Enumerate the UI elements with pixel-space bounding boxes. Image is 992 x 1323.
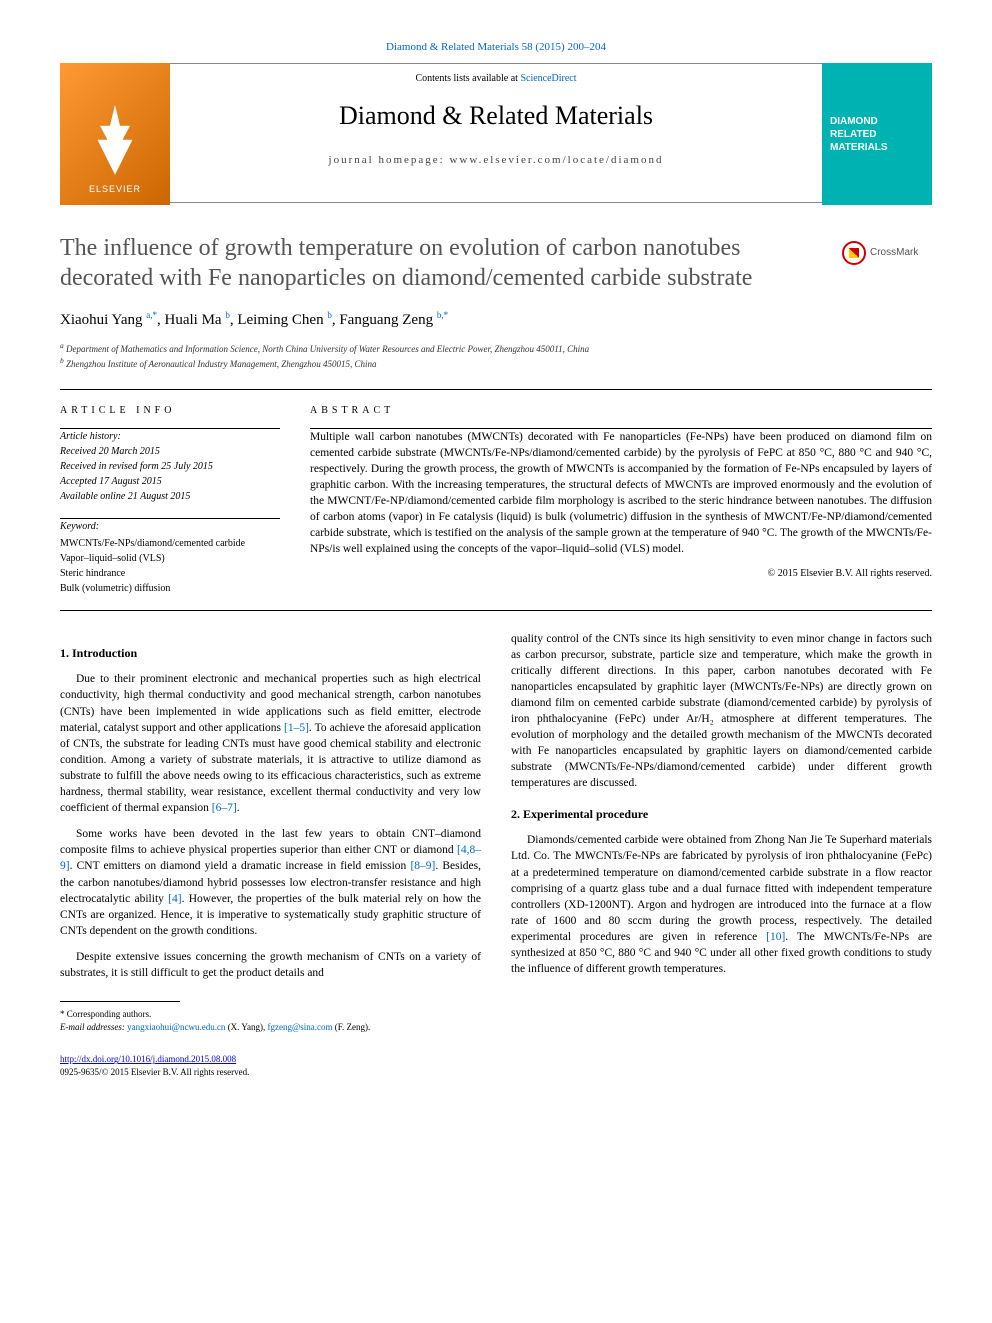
history-online: Available online 21 August 2015	[60, 491, 190, 502]
elsevier-tree-icon	[90, 105, 140, 175]
affiliation-a: a Department of Mathematics and Informat…	[60, 341, 932, 356]
author-list: Xiaohui Yang a,*, Huali Ma b, Leiming Ch…	[60, 309, 932, 331]
history-revised: Received in revised form 25 July 2015	[60, 461, 213, 472]
email-zeng[interactable]: fgzeng@sina.com	[267, 1022, 332, 1032]
corresponding-footnote: * Corresponding authors. E-mail addresse…	[60, 1008, 481, 1033]
history-accepted: Accepted 17 August 2015	[60, 476, 162, 487]
corresponding-label: * Corresponding authors.	[60, 1008, 481, 1021]
abstract-column: ABSTRACT Multiple wall carbon nanotubes …	[310, 404, 932, 596]
history-received: Received 20 March 2015	[60, 446, 160, 457]
email-yang[interactable]: yangxiaohui@ncwu.edu.cn	[127, 1022, 225, 1032]
affiliations: a Department of Mathematics and Informat…	[60, 341, 932, 370]
ref-10[interactable]: [10]	[766, 931, 785, 943]
abstract-text: Multiple wall carbon nanotubes (MWCNTs) …	[310, 429, 932, 558]
body-columns: 1. Introduction Due to their prominent e…	[60, 631, 932, 1079]
exp-para-1: Diamonds/cemented carbide were obtained …	[511, 832, 932, 977]
article-history: Article history: Received 20 March 2015 …	[60, 429, 280, 504]
doi-block: http://dx.doi.org/10.1016/j.diamond.2015…	[60, 1053, 481, 1078]
intro-para-1: Due to their prominent electronic and me…	[60, 671, 481, 816]
article-title-text: The influence of growth temperature on e…	[60, 235, 752, 291]
publisher-logo: ELSEVIER	[60, 63, 170, 205]
experimental-heading: 2. Experimental procedure	[511, 806, 932, 823]
article-title: The influence of growth temperature on e…	[60, 233, 932, 293]
intro-para-3: Despite extensive issues concerning the …	[60, 949, 481, 981]
footnote-separator	[60, 1001, 180, 1002]
contents-prefix: Contents lists available at	[415, 73, 520, 84]
left-column: 1. Introduction Due to their prominent e…	[60, 631, 481, 1079]
journal-cover-thumb: DIAMOND RELATED MATERIALS	[822, 63, 932, 205]
crossmark-badge[interactable]: CrossMark	[842, 237, 932, 269]
affiliation-b: b Zhengzhou Institute of Aeronautical In…	[60, 356, 932, 371]
right-column: quality control of the CNTs since its hi…	[511, 631, 932, 1079]
intro-heading: 1. Introduction	[60, 645, 481, 662]
journal-homepage: journal homepage: www.elsevier.com/locat…	[61, 153, 931, 168]
crossmark-icon	[842, 241, 866, 265]
keywords-block: Keyword: MWCNTs/Fe-NPs/diamond/cemented …	[60, 519, 280, 596]
intro-para-4: quality control of the CNTs since its hi…	[511, 631, 932, 792]
crossmark-label: CrossMark	[870, 247, 918, 260]
journal-title: Diamond & Related Materials	[61, 98, 931, 134]
history-label: Article history:	[60, 431, 121, 442]
keyword-2: Vapor–liquid–solid (VLS)	[60, 553, 165, 564]
citation-header: Diamond & Related Materials 58 (2015) 20…	[60, 40, 932, 55]
keyword-3: Steric hindrance	[60, 568, 125, 579]
sciencedirect-link[interactable]: ScienceDirect	[520, 73, 576, 84]
issn-line: 0925-9635/© 2015 Elsevier B.V. All right…	[60, 1067, 249, 1077]
contents-line: Contents lists available at ScienceDirec…	[61, 64, 931, 90]
intro-para-2: Some works have been devoted in the last…	[60, 826, 481, 939]
divider-bottom	[60, 610, 932, 611]
ref-8-9[interactable]: [8–9]	[410, 860, 435, 872]
meta-abstract-row: ARTICLE INFO Article history: Received 2…	[60, 390, 932, 610]
article-info-label: ARTICLE INFO	[60, 404, 280, 418]
email-line: E-mail addresses: yangxiaohui@ncwu.edu.c…	[60, 1021, 481, 1034]
ref-1-5[interactable]: [1–5]	[284, 722, 309, 734]
ref-4[interactable]: [4]	[168, 893, 181, 905]
journal-cover-text: DIAMOND RELATED MATERIALS	[830, 115, 924, 154]
keyword-1: MWCNTs/Fe-NPs/diamond/cemented carbide	[60, 538, 245, 549]
journal-header-box: ELSEVIER DIAMOND RELATED MATERIALS Conte…	[60, 63, 932, 203]
article-info-column: ARTICLE INFO Article history: Received 2…	[60, 404, 280, 596]
keyword-4: Bulk (volumetric) diffusion	[60, 583, 170, 594]
abstract-label: ABSTRACT	[310, 404, 932, 418]
publisher-name: ELSEVIER	[89, 183, 141, 196]
ref-6-7[interactable]: [6–7]	[212, 802, 237, 814]
keyword-label: Keyword:	[60, 519, 280, 534]
abstract-copyright: © 2015 Elsevier B.V. All rights reserved…	[310, 567, 932, 581]
doi-link[interactable]: http://dx.doi.org/10.1016/j.diamond.2015…	[60, 1054, 236, 1064]
